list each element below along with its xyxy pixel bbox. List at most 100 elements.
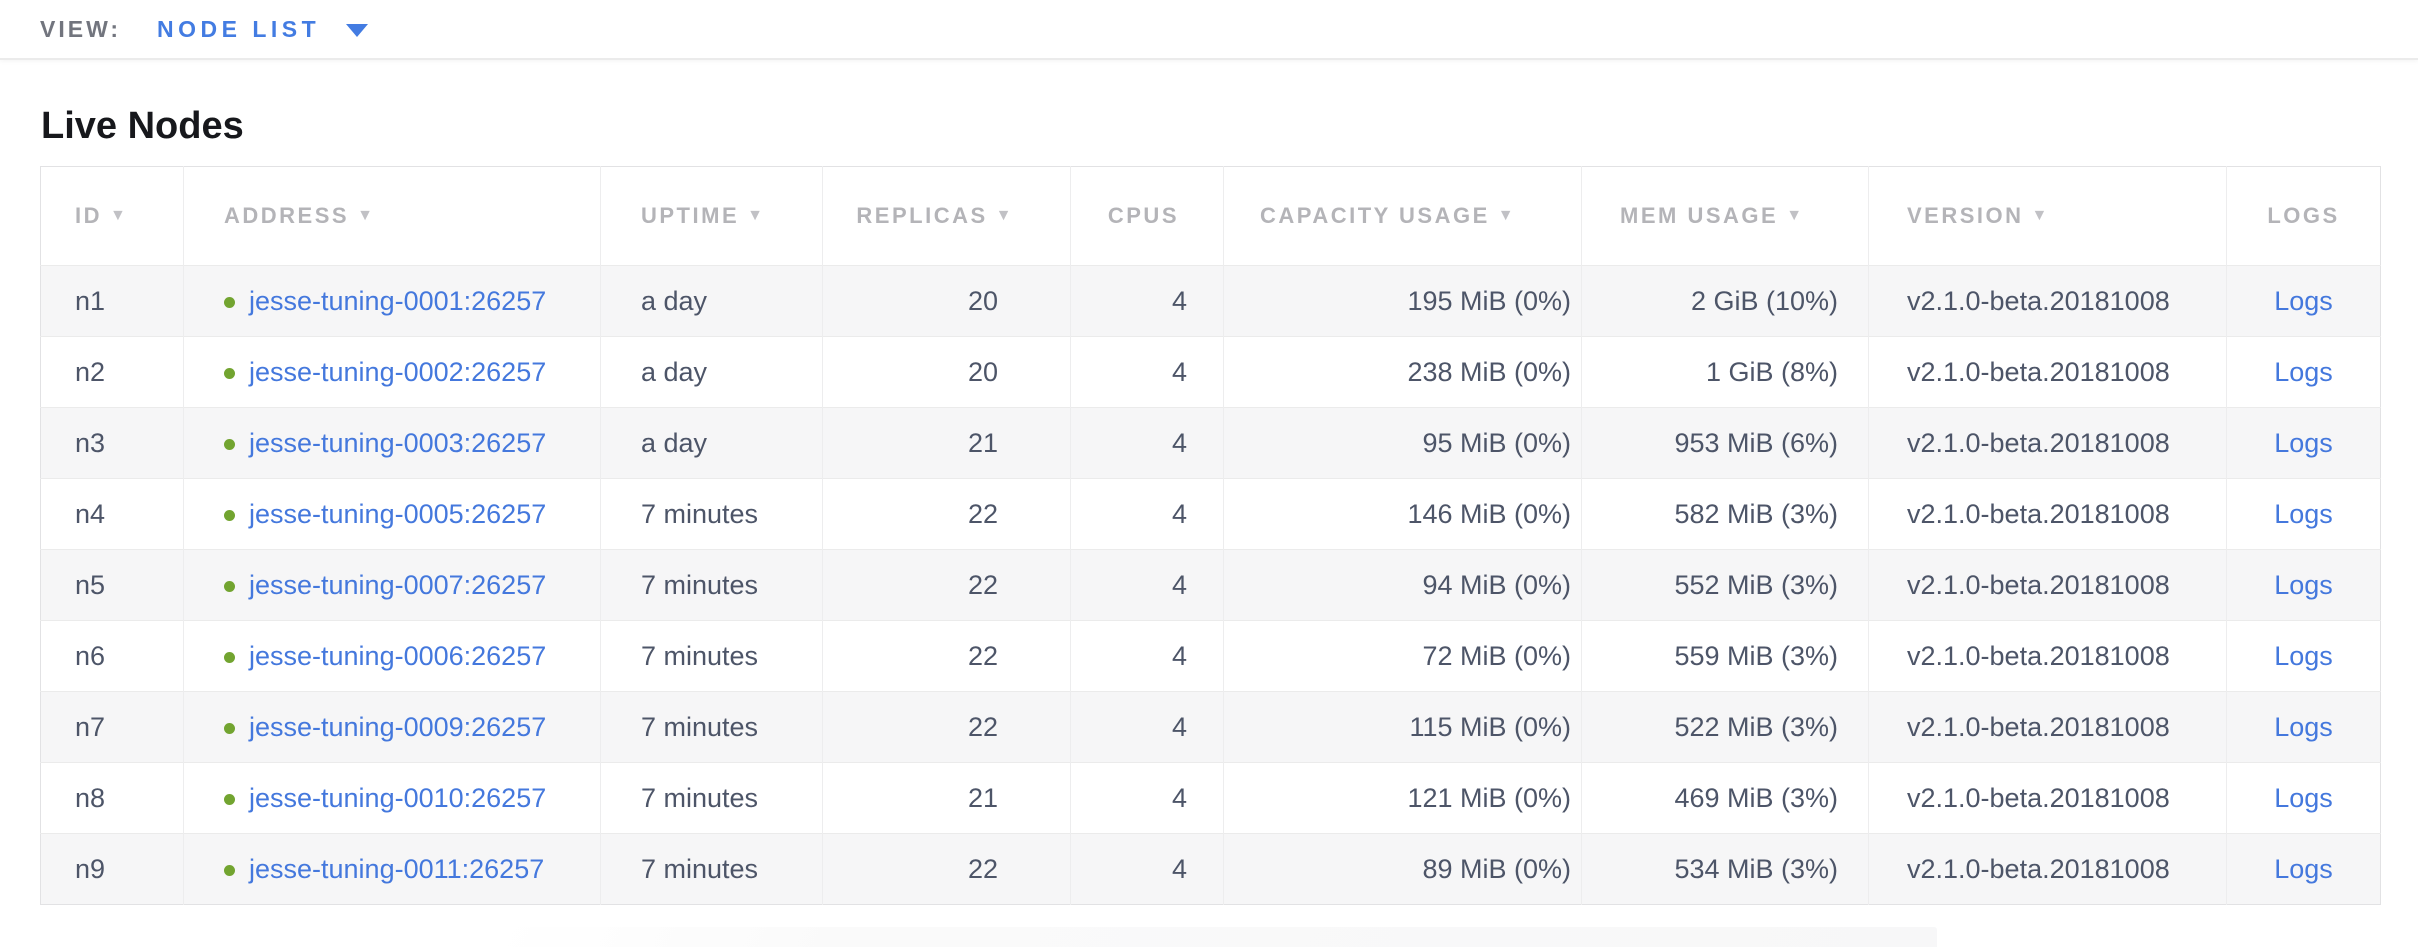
node-logs-link[interactable]: Logs [2274, 782, 2333, 813]
sort-desc-icon: ▼ [1497, 207, 1517, 224]
column-label: ID [75, 203, 102, 228]
node-address-link[interactable]: jesse-tuning-0007:26257 [249, 569, 547, 600]
column-header-replicas[interactable]: REPLICAS ▼ [822, 166, 1071, 266]
cell-cpus: 4 [1070, 762, 1224, 834]
cell-node-address: jesse-tuning-0010:26257 [183, 762, 601, 834]
cell-version: v2.1.0-beta.20181008 [1868, 336, 2227, 408]
cell-node-address: jesse-tuning-0007:26257 [183, 549, 601, 621]
cell-logs: Logs [2226, 762, 2381, 834]
node-logs-link[interactable]: Logs [2274, 711, 2333, 742]
view-dropdown-value: NODE LIST [157, 15, 321, 42]
cell-uptime: 7 minutes [600, 833, 823, 905]
column-header-address[interactable]: ADDRESS ▼ [183, 166, 601, 266]
cell-logs: Logs [2226, 549, 2381, 621]
cell-replicas: 22 [822, 549, 1071, 621]
table-row: n1 jesse-tuning-0001:26257 a day 20 4 19… [40, 265, 2381, 337]
cell-replicas: 21 [822, 407, 1071, 479]
table-header-row: ID ▼ ADDRESS ▼ UPTIME ▼ REPLICAS ▼ CPUS CAPA… [40, 166, 2381, 266]
live-status-dot-icon [224, 722, 235, 734]
cell-node-address: jesse-tuning-0002:26257 [183, 336, 601, 408]
cell-logs: Logs [2226, 478, 2381, 550]
node-logs-link[interactable]: Logs [2274, 640, 2333, 671]
column-label: MEM USAGE [1620, 203, 1779, 228]
cell-node-id: n2 [40, 336, 184, 408]
cell-capacity-usage: 121 MiB (0%) [1223, 762, 1582, 834]
table-row: n7 jesse-tuning-0009:26257 7 minutes 22 … [40, 691, 2381, 763]
cell-uptime: a day [600, 265, 823, 337]
cell-capacity-usage: 89 MiB (0%) [1223, 833, 1582, 905]
cell-version: v2.1.0-beta.20181008 [1868, 620, 2227, 692]
cell-uptime: 7 minutes [600, 620, 823, 692]
column-header-uptime[interactable]: UPTIME ▼ [600, 166, 823, 266]
live-status-dot-icon [224, 793, 235, 805]
column-header-capacity-usage[interactable]: CAPACITY USAGE ▼ [1223, 166, 1582, 266]
cell-uptime: 7 minutes [600, 478, 823, 550]
cell-version: v2.1.0-beta.20181008 [1868, 833, 2227, 905]
node-address-link[interactable]: jesse-tuning-0006:26257 [249, 640, 547, 671]
column-header-cpus: CPUS [1070, 166, 1224, 266]
cell-node-id: n8 [40, 762, 184, 834]
cell-logs: Logs [2226, 833, 2381, 905]
cell-node-id: n1 [40, 265, 184, 337]
sort-desc-icon: ▼ [357, 207, 376, 224]
node-address-link[interactable]: jesse-tuning-0001:26257 [249, 285, 547, 316]
cell-version: v2.1.0-beta.20181008 [1868, 549, 2227, 621]
cell-node-address: jesse-tuning-0006:26257 [183, 620, 601, 692]
column-header-version[interactable]: VERSION ▼ [1868, 166, 2227, 266]
live-status-dot-icon [224, 651, 235, 663]
table-row: n8 jesse-tuning-0010:26257 7 minutes 21 … [40, 762, 2381, 834]
cell-capacity-usage: 95 MiB (0%) [1223, 407, 1582, 479]
node-logs-link[interactable]: Logs [2274, 427, 2333, 458]
table-row: n3 jesse-tuning-0003:26257 a day 21 4 95… [40, 407, 2381, 479]
cell-cpus: 4 [1070, 620, 1224, 692]
cell-node-address: jesse-tuning-0003:26257 [183, 407, 601, 479]
view-dropdown[interactable]: NODE LIST [157, 15, 369, 43]
cell-cpus: 4 [1070, 833, 1224, 905]
node-logs-link[interactable]: Logs [2274, 285, 2333, 316]
column-label: VERSION [1907, 203, 2024, 228]
cell-uptime: a day [600, 407, 823, 479]
page-title: Live Nodes [41, 105, 244, 148]
cell-logs: Logs [2226, 265, 2381, 337]
live-status-dot-icon [224, 580, 235, 592]
live-status-dot-icon [224, 296, 235, 308]
cell-cpus: 4 [1070, 265, 1224, 337]
node-address-link[interactable]: jesse-tuning-0003:26257 [249, 427, 547, 458]
node-logs-link[interactable]: Logs [2274, 569, 2333, 600]
cell-capacity-usage: 238 MiB (0%) [1223, 336, 1582, 408]
cell-cpus: 4 [1070, 691, 1224, 763]
node-address-link[interactable]: jesse-tuning-0010:26257 [249, 782, 547, 813]
node-address-link[interactable]: jesse-tuning-0002:26257 [249, 356, 547, 387]
column-label: ADDRESS [224, 203, 350, 228]
cell-uptime: a day [600, 336, 823, 408]
column-header-id[interactable]: ID ▼ [40, 166, 184, 266]
cell-version: v2.1.0-beta.20181008 [1868, 691, 2227, 763]
cell-mem-usage: 552 MiB (3%) [1581, 549, 1869, 621]
cell-cpus: 4 [1070, 478, 1224, 550]
node-address-link[interactable]: jesse-tuning-0009:26257 [249, 711, 547, 742]
cell-capacity-usage: 94 MiB (0%) [1223, 549, 1582, 621]
cell-capacity-usage: 195 MiB (0%) [1223, 265, 1582, 337]
cell-uptime: 7 minutes [600, 762, 823, 834]
column-label: LOGS [2267, 203, 2340, 228]
cell-mem-usage: 1 GiB (8%) [1581, 336, 1869, 408]
cell-node-id: n7 [40, 691, 184, 763]
column-label: UPTIME [641, 203, 740, 228]
node-address-link[interactable]: jesse-tuning-0005:26257 [249, 498, 547, 529]
sort-desc-icon: ▼ [995, 207, 1014, 224]
node-logs-link[interactable]: Logs [2274, 498, 2333, 529]
view-label: VIEW: [40, 15, 122, 42]
table-row: n6 jesse-tuning-0006:26257 7 minutes 22 … [40, 620, 2381, 692]
sort-desc-icon: ▼ [1786, 207, 1805, 224]
live-status-dot-icon [224, 438, 235, 450]
column-label: REPLICAS [856, 203, 988, 228]
node-logs-link[interactable]: Logs [2274, 356, 2333, 387]
chevron-down-icon [346, 24, 369, 37]
column-header-logs: LOGS [2226, 166, 2381, 266]
cell-node-address: jesse-tuning-0001:26257 [183, 265, 601, 337]
node-logs-link[interactable]: Logs [2274, 853, 2333, 884]
cell-node-id: n6 [40, 620, 184, 692]
cell-logs: Logs [2226, 407, 2381, 479]
column-header-mem-usage[interactable]: MEM USAGE ▼ [1581, 166, 1869, 266]
node-address-link[interactable]: jesse-tuning-0011:26257 [249, 853, 545, 884]
